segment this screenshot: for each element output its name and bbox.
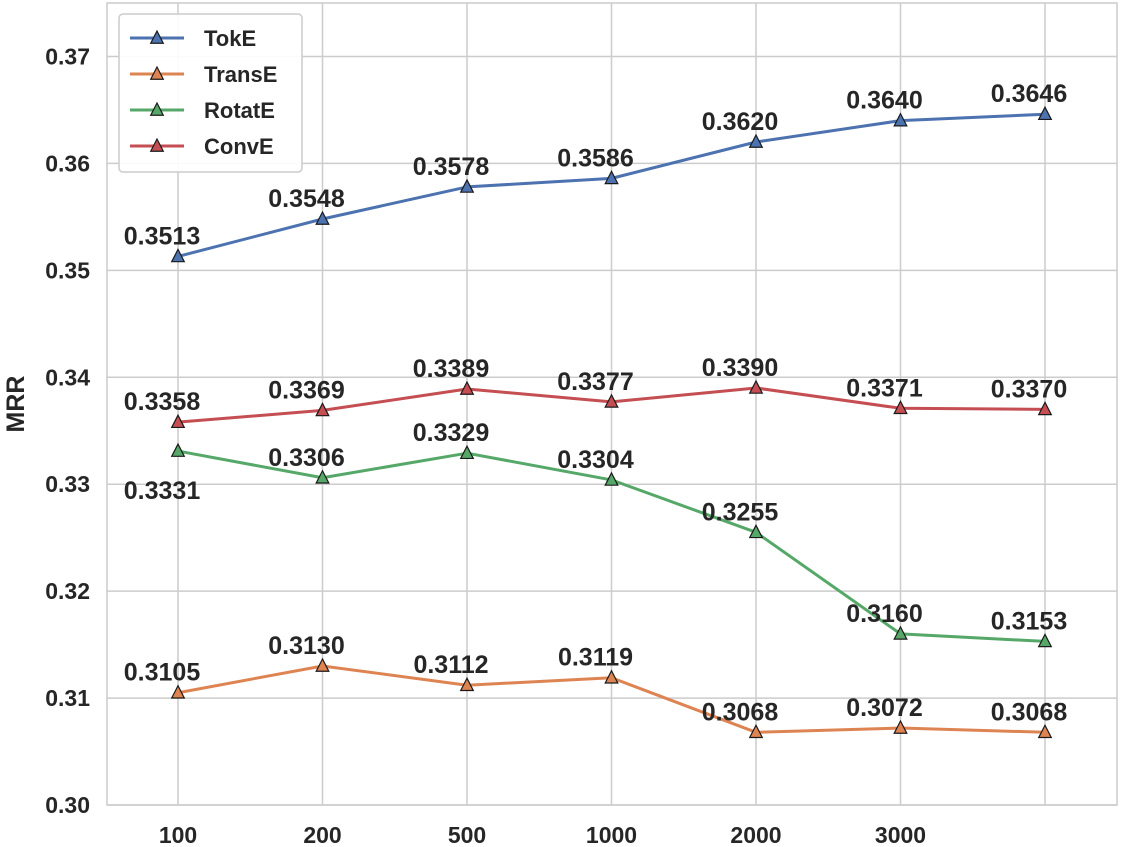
legend-marker (149, 137, 165, 152)
data-point-marker (459, 444, 475, 460)
data-label: 0.3112 (413, 651, 488, 679)
data-label: 0.3646 (991, 80, 1067, 108)
data-label: 0.3331 (124, 477, 201, 505)
data-point-marker (459, 178, 475, 193)
y-tick-label: 0.36 (45, 150, 90, 176)
legend-marker (149, 29, 165, 44)
data-label: 0.3072 (846, 694, 922, 722)
legend-label: TransE (204, 62, 277, 87)
data-point-marker (604, 471, 619, 486)
data-label: 0.3358 (124, 388, 201, 416)
data-label: 0.3578 (413, 153, 490, 181)
data-point-marker (604, 393, 619, 408)
data-label: 0.3548 (268, 185, 345, 213)
data-point-marker (315, 657, 330, 672)
x-tick-label: 1000 (586, 822, 637, 847)
data-point-marker (893, 112, 908, 127)
plot-frame (106, 2, 1118, 806)
data-point-marker (1037, 633, 1053, 648)
legend-marker (149, 65, 165, 80)
data-label: 0.3068 (702, 698, 779, 726)
data-label: 0.3160 (846, 600, 922, 628)
data-label: 0.3377 (557, 368, 633, 396)
data-point-marker (748, 379, 764, 394)
data-point-marker (170, 248, 186, 263)
data-label: 0.3068 (991, 698, 1068, 726)
data-point-marker (459, 676, 475, 692)
y-tick-label: 0.33 (45, 471, 90, 497)
data-label: 0.3640 (846, 87, 922, 115)
data-label: 0.3620 (702, 108, 778, 136)
data-label: 0.3153 (991, 607, 1067, 635)
legend-label: TokE (204, 26, 256, 51)
data-point-marker (1037, 105, 1053, 121)
data-point-marker (893, 399, 908, 415)
data-label: 0.3119 (558, 644, 633, 672)
data-label: 0.3369 (268, 376, 344, 404)
y-tick-label: 0.37 (45, 43, 90, 69)
x-tick-label: 100 (159, 822, 197, 847)
data-label: 0.3586 (557, 144, 633, 172)
legend-marker (149, 101, 165, 116)
x-axis-ticks: 100 200 500 1000 2000 3000 (159, 822, 926, 847)
data-point-marker (170, 684, 186, 699)
data-label: 0.3389 (413, 355, 489, 383)
data-label: 0.3304 (557, 446, 634, 474)
data-point-marker (893, 625, 908, 640)
data-label: 0.3390 (702, 354, 778, 382)
x-tick-label: 500 (448, 822, 486, 847)
x-tick-label: 2000 (730, 822, 781, 847)
y-axis-title: MRR (2, 376, 30, 433)
data-point-marker (748, 524, 764, 539)
legend-entry-rotate: RotatE (130, 98, 275, 123)
data-label: 0.3513 (124, 222, 200, 250)
legend-entry-conve: ConvE (130, 134, 274, 159)
x-tick-label: 200 (303, 822, 341, 847)
data-point-marker (315, 210, 330, 225)
data-label: 0.3371 (846, 374, 923, 402)
data-point-marker (170, 413, 186, 429)
data-point-marker (459, 380, 475, 395)
data-point-marker (748, 723, 764, 739)
series-group (170, 105, 1053, 739)
series-conve (170, 379, 1053, 429)
x-tick-label: 3000 (875, 822, 926, 847)
series-transe (170, 657, 1053, 739)
data-point-marker (893, 719, 908, 734)
legend-label: RotatE (204, 98, 275, 123)
legend-entry-toke: TokE (130, 26, 256, 51)
data-point-marker (1037, 401, 1053, 416)
data-point-marker (1037, 723, 1053, 739)
y-tick-label: 0.31 (45, 685, 90, 711)
data-point-marker (315, 402, 330, 417)
legend-entry-transe: TransE (130, 62, 277, 87)
data-point-marker (604, 669, 619, 684)
data-point-marker (748, 133, 764, 148)
data-label: 0.3370 (991, 375, 1067, 403)
series-rotate (170, 442, 1053, 648)
y-tick-label: 0.35 (45, 257, 90, 283)
data-point-marker (604, 170, 619, 185)
data-label: 0.3329 (413, 419, 489, 447)
data-labels: 0.3513 0.3548 0.3578 0.3586 0.3620 0.3640 0.36… (124, 80, 1068, 726)
y-tick-label: 0.34 (45, 364, 90, 390)
data-label: 0.3255 (702, 498, 779, 526)
data-label: 0.3130 (268, 632, 344, 660)
data-point-marker (315, 469, 330, 484)
y-tick-label: 0.30 (45, 792, 90, 818)
legend-box (118, 13, 303, 173)
data-point-marker (170, 442, 186, 457)
data-label: 0.3105 (124, 659, 201, 687)
legend: TokE TransE RotatE ConvE (118, 13, 303, 173)
data-label: 0.3306 (268, 444, 344, 472)
y-axis-ticks: 0.30 0.31 0.32 0.33 0.34 0.35 0.36 0.37 (45, 43, 90, 818)
series-toke (170, 105, 1053, 263)
y-tick-label: 0.32 (45, 578, 90, 604)
legend-label: ConvE (204, 134, 274, 159)
